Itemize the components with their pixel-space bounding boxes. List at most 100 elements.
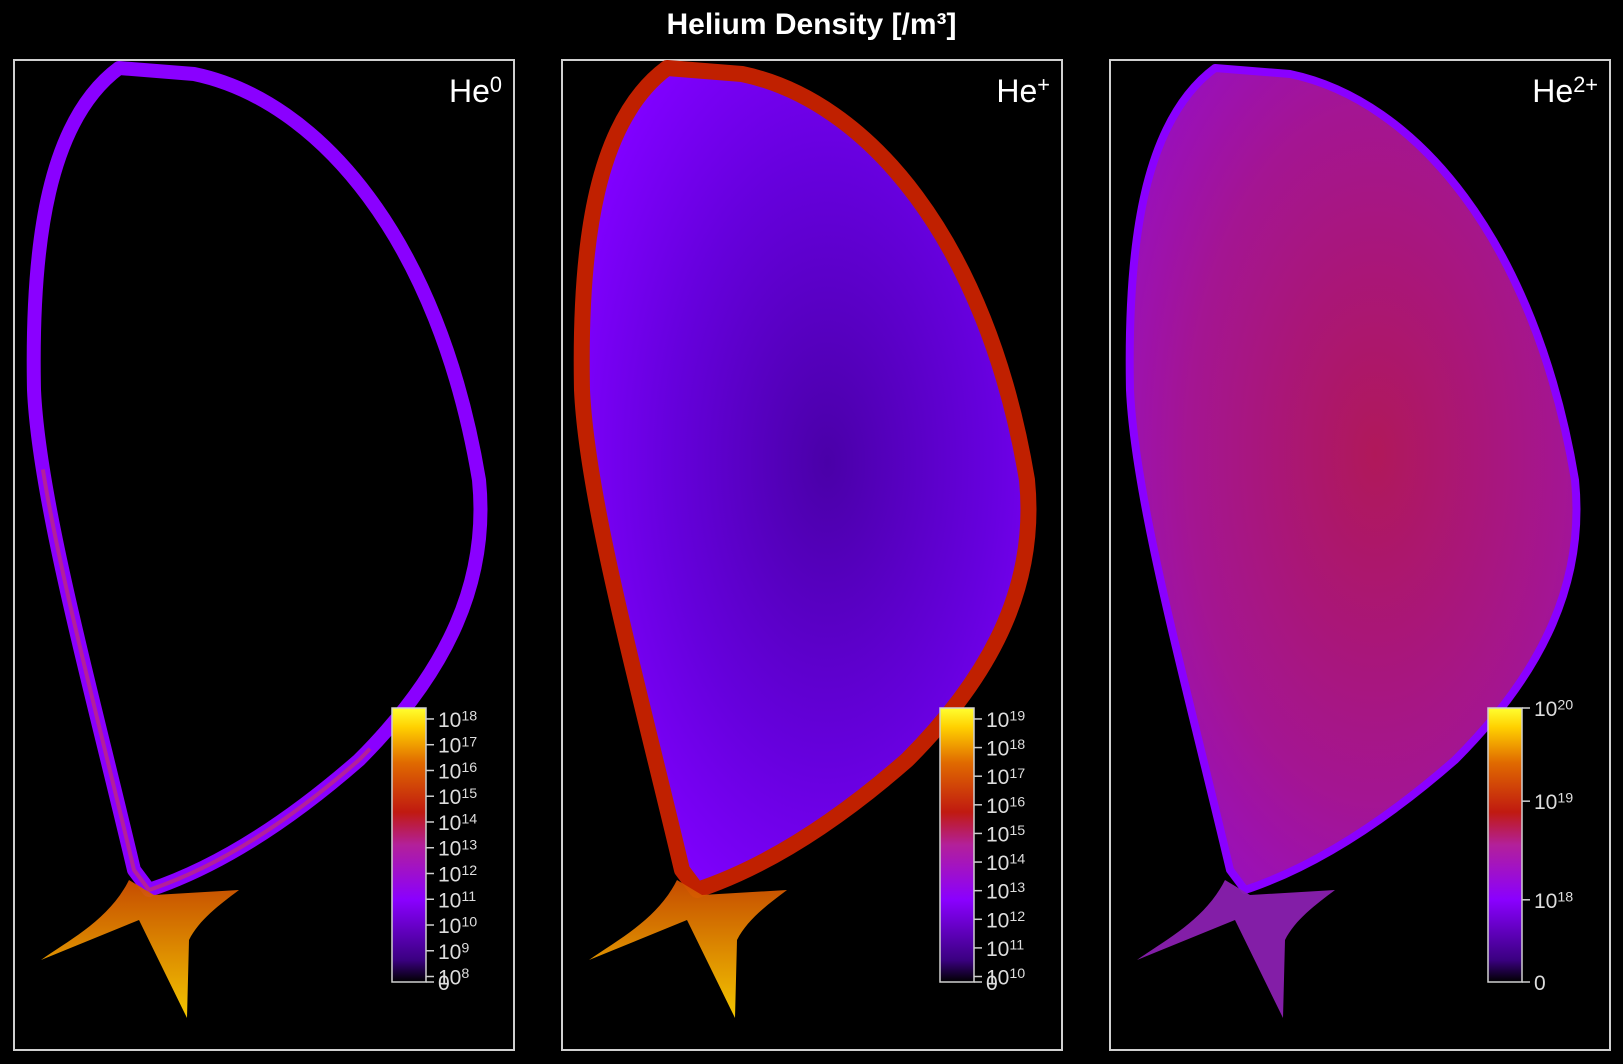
colorbar-tick-label-base: 10 — [438, 915, 461, 938]
edge-density-inner — [31, 65, 483, 893]
colorbar-tick-label-sup: 13 — [461, 837, 477, 853]
colorbar-tick-label-base: 10 — [986, 766, 1009, 789]
colorbar-tick-label-sup: 17 — [1009, 766, 1025, 782]
colorbar-tick-label-base: 10 — [986, 909, 1009, 932]
colorbar-tick-label-base: 10 — [986, 738, 1009, 761]
colorbar-tick-label-sup: 16 — [461, 760, 477, 776]
colorbar-tick-label-base: 10 — [438, 709, 461, 732]
colorbar-tick-label-base: 0 — [986, 972, 998, 995]
colorbar-tick-label-sup: 11 — [461, 889, 476, 905]
colorbar-tick-label-sup: 18 — [1009, 737, 1025, 753]
colorbar-tick-label: 1012 — [986, 909, 1025, 932]
colorbar-tick-label-sup: 19 — [1557, 791, 1573, 807]
panel-label: He0 — [449, 72, 502, 109]
colorbar-tick-label: 1019 — [1534, 791, 1573, 814]
colorbar-tick-label: 1017 — [438, 734, 477, 757]
colorbar-tick-label-sup: 14 — [461, 812, 477, 828]
panel-2: He+0101010111012101310141015101610171018… — [561, 59, 1063, 1051]
colorbar-tick-label: 1014 — [986, 852, 1025, 875]
colorbar-tick-label-base: 10 — [986, 938, 1009, 961]
colorbar-tick-label: 1020 — [1534, 698, 1573, 721]
colorbar — [1487, 707, 1523, 983]
colorbar-tick-label-base: 0 — [438, 972, 450, 995]
colorbar-tick-label-sup: 19 — [1009, 709, 1025, 725]
colorbar-tick-label-base: 10 — [1534, 890, 1557, 913]
core-density-region — [573, 60, 1037, 898]
colorbar-tick-label: 1018 — [986, 737, 1025, 760]
colorbar-tick-label-base: 10 — [438, 838, 461, 861]
panel-label: He+ — [996, 72, 1050, 109]
colorbar-tick-label: 1019 — [986, 709, 1025, 732]
colorbar-tick-label-sup: 13 — [1009, 880, 1025, 896]
colorbar-tick-label-sup: 9 — [461, 940, 469, 956]
colorbar-tick-label-base: 0 — [1534, 972, 1546, 995]
colorbar-tick-label-sup: 11 — [1009, 937, 1024, 953]
panel-1: He00108109101010111012101310141015101610… — [13, 59, 515, 1051]
divertor-legs — [589, 880, 787, 1018]
colorbar-tick-label: 1013 — [986, 880, 1025, 903]
colorbar-tick-label-base: 10 — [438, 735, 461, 758]
colorbar-tick-label-base: 10 — [986, 852, 1009, 875]
colorbar-tick-label-sup: 12 — [461, 863, 477, 879]
colorbar-tick-label: 1018 — [438, 709, 477, 732]
colorbar-tick-label-sup: 10 — [461, 915, 477, 931]
colorbar-tick-label-sup: 14 — [1009, 852, 1025, 868]
colorbar-tick-label-sup: 15 — [1009, 823, 1025, 839]
colorbar-tick-label-sup: 15 — [461, 786, 477, 802]
figure-title: Helium Density [/m³] — [666, 8, 957, 41]
colorbar-tick-label-base: 10 — [438, 941, 461, 964]
colorbar-tick-label-base: 10 — [438, 760, 461, 783]
colorbar-tick-label: 1016 — [438, 760, 477, 783]
colorbar-tick-label: 1011 — [438, 889, 476, 912]
panel-label-sup: 0 — [490, 72, 502, 97]
colorbar-tick-label: 1018 — [1534, 889, 1573, 912]
colorbar-tick-label: 108 — [438, 966, 469, 989]
colorbar-tick-label-base: 10 — [438, 786, 461, 809]
colorbar-tick-label-base: 10 — [986, 795, 1009, 818]
panel-label: He2+ — [1532, 72, 1598, 109]
colorbar-tick-label: 1017 — [986, 766, 1025, 789]
colorbar-tick-label: 1010 — [986, 966, 1025, 989]
panel-label-sup: 2+ — [1573, 72, 1598, 97]
colorbar-tick-label: 0 — [986, 972, 998, 995]
colorbar-tick-label-base: 10 — [986, 823, 1009, 846]
colorbar-tick-label-sup: 12 — [1009, 909, 1025, 925]
colorbar-tick-label-base: 10 — [438, 863, 461, 886]
colorbar-tick-label: 1015 — [438, 786, 477, 809]
colorbar-tick-label: 1012 — [438, 863, 477, 886]
colorbar-tick-label: 0 — [438, 972, 450, 995]
colorbar-tick-label: 1013 — [438, 837, 477, 860]
colorbar-tick-label-sup: 17 — [461, 734, 477, 750]
divertor-legs — [1137, 880, 1335, 1018]
colorbar-tick-label-base: 10 — [438, 812, 461, 835]
colorbar-tick-label: 1014 — [438, 812, 477, 835]
colorbar-tick-label-sup: 16 — [1009, 794, 1025, 810]
colorbar-tick-label-base: 10 — [438, 889, 461, 912]
colorbar-tick-label: 1010 — [438, 915, 477, 938]
colorbar-tick-label-sup: 18 — [461, 709, 477, 725]
colorbar-tick-label: 109 — [438, 940, 469, 963]
panel-label-sup: + — [1037, 72, 1050, 97]
colorbar-tick-label: 1015 — [986, 823, 1025, 846]
colorbar-tick-label-base: 10 — [986, 709, 1009, 732]
colorbar-tick-label-base: 10 — [1534, 698, 1557, 721]
colorbar — [939, 707, 975, 983]
divertor-legs — [41, 880, 239, 1018]
panel-label-base: He — [996, 73, 1037, 109]
core-density-region — [1125, 64, 1581, 894]
colorbar-tick-label-base: 10 — [438, 967, 461, 990]
colorbar — [391, 707, 427, 983]
colorbar-tick-label: 0 — [1534, 972, 1546, 995]
colorbar-tick-label-base: 10 — [986, 881, 1009, 904]
colorbar-tick-label: 1016 — [986, 794, 1025, 817]
panel-frame — [13, 59, 515, 1051]
colorbar-tick-label-sup: 10 — [1009, 966, 1025, 982]
panel-label-base: He — [1532, 73, 1573, 109]
colorbar-tick-label: 1011 — [986, 937, 1024, 960]
colorbar-tick-label-base: 10 — [986, 967, 1009, 990]
colorbar-tick-label-sup: 8 — [461, 966, 469, 982]
colorbar-tick-label-sup: 20 — [1557, 698, 1573, 714]
colorbar-tick-label-sup: 18 — [1557, 889, 1573, 905]
